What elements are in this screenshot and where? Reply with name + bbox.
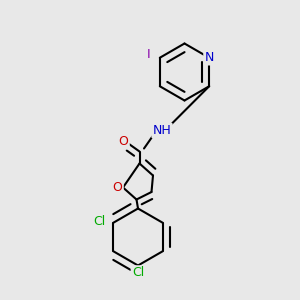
Text: O: O <box>113 181 122 194</box>
Text: I: I <box>147 48 151 61</box>
Text: N: N <box>205 51 214 64</box>
Text: Cl: Cl <box>132 266 144 280</box>
Text: O: O <box>119 135 128 148</box>
Text: Cl: Cl <box>94 215 106 228</box>
Text: NH: NH <box>153 124 171 137</box>
